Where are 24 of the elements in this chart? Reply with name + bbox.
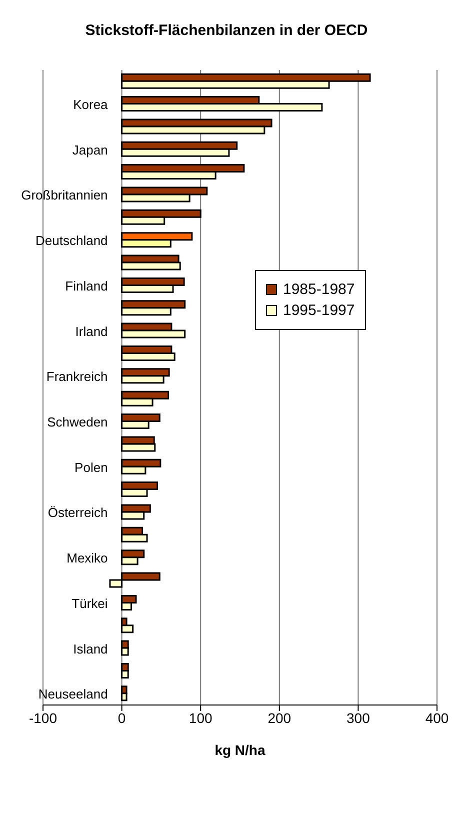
y-tick-label: Japan xyxy=(72,142,108,158)
chart-title: Stickstoff-Flächenbilanzen in der OECD xyxy=(84,20,369,40)
x-axis-title: kg N/ha xyxy=(214,742,266,758)
x-tick-label: 400 xyxy=(425,710,449,726)
x-tick-label: 300 xyxy=(346,710,370,726)
y-tick-label: Finland xyxy=(65,278,108,294)
y-tick-label: Island xyxy=(73,641,108,656)
y-tick-label: Frankreich xyxy=(46,369,108,384)
y-tick-label: Mexiko xyxy=(66,550,108,566)
x-tick-label: 100 xyxy=(188,710,212,726)
x-tick-label: -100 xyxy=(28,710,58,726)
x-tick-label: 0 xyxy=(118,710,126,726)
y-tick-label: Türkei xyxy=(72,596,108,611)
legend-label: 1985-1987 xyxy=(282,281,355,298)
legend-label: 1995-1997 xyxy=(282,302,355,319)
y-tick-label: Schweden xyxy=(47,414,108,430)
y-tick-label: Neuseeland xyxy=(38,686,108,702)
y-tick-label: Irland xyxy=(75,324,108,339)
y-tick-label: Polen xyxy=(74,460,108,475)
y-tick-label: Großbritannien xyxy=(21,188,108,203)
y-tick-label: Deutschland xyxy=(36,233,108,248)
x-tick-label: 200 xyxy=(268,710,292,726)
y-tick-label: Korea xyxy=(73,97,109,112)
y-tick-label: Österreich xyxy=(48,505,108,520)
